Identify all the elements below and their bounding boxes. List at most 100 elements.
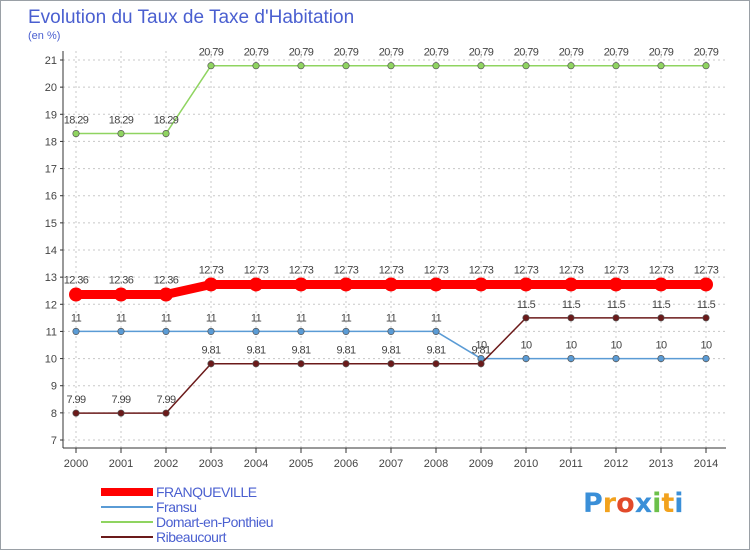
data-point-franqueville [519,277,533,292]
data-point-domart-en-ponthieu [702,62,710,70]
x-tick-label: 2010 [514,458,538,470]
data-point-ribeaucourt [432,360,440,368]
y-tick-label: 12 [45,299,57,311]
data-point-franqueville [474,277,488,292]
data-label-ribeaucourt: 9.81 [426,345,445,357]
data-point-fransu [567,355,575,363]
data-point-domart-en-ponthieu [297,62,305,70]
data-point-fransu [612,355,620,363]
data-label-fransu: 11 [161,312,172,324]
data-label-fransu: 11 [251,312,262,324]
y-tick-label: 9 [51,381,57,393]
data-point-franqueville [249,277,263,292]
data-label-franqueville: 12.73 [334,264,359,276]
data-label-fransu: 10 [565,340,577,352]
data-point-ribeaucourt [342,360,350,368]
data-label-fransu: 11 [206,312,217,324]
data-point-fransu [432,327,440,335]
x-tick-label: 2011 [559,458,583,470]
legend-swatch-franqueville [101,488,153,496]
data-label-franqueville: 12.73 [694,264,719,276]
data-label-domart-en-ponthieu: 18.29 [109,115,134,127]
data-label-ribeaucourt: 9.81 [291,345,310,357]
data-point-domart-en-ponthieu [522,62,530,70]
legend-label-fransu: Fransu [156,499,197,515]
data-label-domart-en-ponthieu: 20.79 [244,47,269,59]
data-point-ribeaucourt [207,360,215,368]
data-label-fransu: 11 [71,312,82,324]
data-point-domart-en-ponthieu [117,130,125,138]
data-label-ribeaucourt: 7.99 [66,394,85,406]
y-tick-label: 17 [45,164,57,176]
data-point-ribeaucourt [387,360,395,368]
data-point-fransu [252,327,260,335]
data-label-domart-en-ponthieu: 20.79 [604,47,629,59]
data-point-franqueville [339,277,353,292]
data-label-franqueville: 12.73 [244,264,269,276]
legend: FRANQUEVILLE Fransu Domart-en-Ponthieu Ribe… [101,484,361,545]
data-point-franqueville [429,277,443,292]
data-label-fransu: 10 [655,340,667,352]
legend-item-fransu: Fransu [101,499,361,515]
y-tick-label: 20 [45,82,57,94]
data-label-franqueville: 12.73 [199,264,224,276]
x-tick-label: 2009 [469,458,493,470]
data-point-domart-en-ponthieu [612,62,620,70]
data-label-ribeaucourt: 9.81 [381,345,400,357]
y-tick-label: 8 [51,408,57,420]
data-label-fransu: 11 [431,312,442,324]
data-point-fransu [162,327,170,335]
data-label-domart-en-ponthieu: 20.79 [514,47,539,59]
data-point-ribeaucourt [72,409,80,417]
data-point-ribeaucourt [612,314,620,322]
y-tick-label: 14 [45,245,57,257]
data-point-fransu [342,327,350,335]
data-point-domart-en-ponthieu [432,62,440,70]
data-label-ribeaucourt: 9.81 [201,345,220,357]
data-label-fransu: 10 [700,340,712,352]
logo-letter: r [602,488,617,519]
data-label-ribeaucourt: 7.99 [111,394,130,406]
data-label-ribeaucourt: 7.99 [156,394,175,406]
data-label-domart-en-ponthieu: 20.79 [379,47,404,59]
data-point-franqueville [609,277,623,292]
data-point-ribeaucourt [522,314,530,322]
data-label-fransu: 11 [386,312,397,324]
data-point-ribeaucourt [477,360,485,368]
data-point-franqueville [384,277,398,292]
data-label-ribeaucourt: 11.5 [697,299,716,311]
data-point-franqueville [159,287,173,302]
logo-letter: i [652,488,662,519]
y-tick-label: 10 [45,354,57,366]
data-point-domart-en-ponthieu [342,62,350,70]
data-point-franqueville [699,277,713,292]
y-tick-label: 16 [45,191,57,203]
data-point-ribeaucourt [297,360,305,368]
data-label-domart-en-ponthieu: 18.29 [64,115,89,127]
data-label-franqueville: 12.73 [469,264,494,276]
y-tick-label: 11 [46,326,57,338]
x-tick-label: 2005 [289,458,313,470]
data-point-ribeaucourt [162,409,170,417]
logo-letter: P [583,488,603,519]
data-label-fransu: 10 [520,340,532,352]
data-point-franqueville [69,287,83,302]
x-tick-label: 2006 [334,458,358,470]
data-label-franqueville: 12.73 [559,264,584,276]
data-label-domart-en-ponthieu: 20.79 [694,47,719,59]
legend-swatch-ribeaucourt [101,536,153,538]
proxiti-logo: Proxiti [583,488,684,519]
y-tick-label: 15 [45,218,57,230]
data-label-ribeaucourt: 9.81 [246,345,265,357]
y-tick-label: 21 [45,55,57,67]
data-point-franqueville [294,277,308,292]
legend-item-ribeaucourt: Ribeaucourt [101,529,361,545]
logo-letter: i [674,488,684,519]
data-point-fransu [207,327,215,335]
data-point-domart-en-ponthieu [72,130,80,138]
data-point-fransu [702,355,710,363]
legend-label-ribeaucourt: Ribeaucourt [156,529,227,545]
data-label-domart-en-ponthieu: 20.79 [559,47,584,59]
legend-swatch-domart-en-ponthieu [101,521,153,523]
